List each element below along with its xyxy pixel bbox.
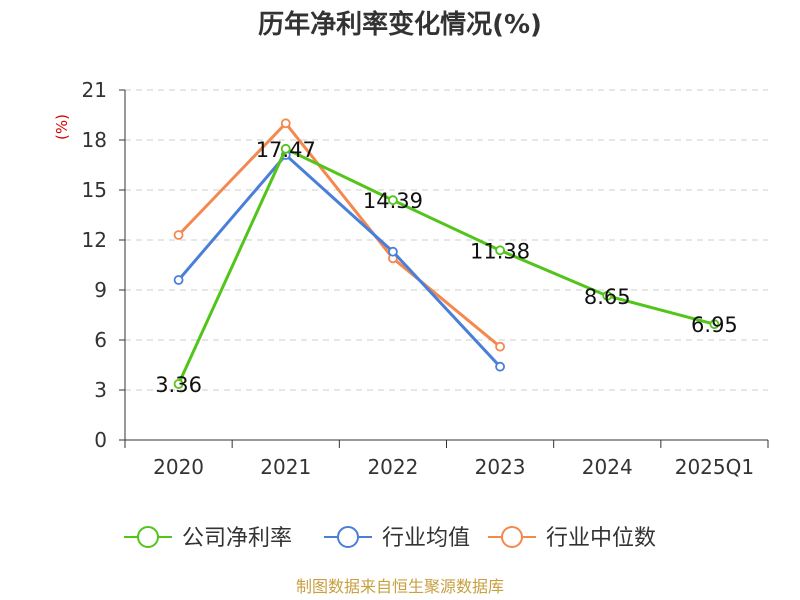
legend-label-0[interactable]: 公司净利率 — [182, 526, 292, 551]
series-line-1 — [177, 153, 502, 368]
axes: 0 3 6 9 12 15 18 21 2020 2021 2022 2023 2024 2025Q1 — [82, 78, 769, 479]
y-tick-label: 21 — [82, 78, 107, 102]
data-label: 11.38 — [470, 239, 530, 263]
data-label: 17.47 — [256, 138, 316, 162]
data-point-s0-0[interactable] — [173, 379, 184, 389]
data-point-s1-0[interactable] — [173, 275, 184, 285]
legend-label-2[interactable]: 行业中位数 — [546, 526, 656, 551]
source-note: 制图数据来自恒生聚源数据库 — [296, 577, 504, 596]
chart-title: 历年净利率变化情况(%) — [258, 9, 542, 40]
y-tick-label: 3 — [94, 378, 107, 402]
gridlines — [125, 89, 768, 391]
y-tick-label: 18 — [82, 128, 107, 152]
data-point-s0-4[interactable] — [602, 290, 613, 301]
x-tick-label: 2020 — [153, 455, 204, 479]
data-label: 3.36 — [155, 373, 202, 397]
legend-marker-1[interactable] — [337, 526, 359, 548]
series-line-0 — [177, 147, 715, 385]
data-point-s0-2[interactable] — [388, 195, 398, 206]
y-tick-label: 6 — [94, 328, 107, 352]
data-point-s1-2[interactable] — [388, 246, 398, 257]
y-axis-unit-label: (%) — [53, 114, 71, 140]
y-tick-label: 0 — [94, 428, 107, 452]
data-point-s0-5[interactable] — [709, 319, 720, 330]
y-tick-label: 12 — [82, 228, 107, 252]
data-point-s2-3[interactable] — [495, 341, 505, 352]
data-point-s0-3[interactable] — [495, 245, 505, 256]
data-point-s2-1[interactable] — [280, 118, 291, 129]
x-tick-label: 2024 — [582, 455, 633, 479]
x-tick-label: 2021 — [260, 455, 311, 479]
data-labels: 3.36 17.47 14.39 11.38 8.65 6.95 — [155, 138, 738, 397]
series-lines — [173, 118, 720, 389]
y-tick-label: 15 — [82, 178, 107, 202]
x-tick-label: 2023 — [475, 455, 526, 479]
data-point-s0-1[interactable] — [280, 143, 291, 154]
data-label: 6.95 — [691, 313, 738, 337]
series-line-2 — [177, 121, 502, 348]
x-tick-label: 2022 — [367, 455, 418, 479]
x-tick-label: 2025Q1 — [675, 455, 754, 479]
y-tick-label: 9 — [94, 278, 107, 302]
legend-marker-2[interactable] — [501, 526, 523, 548]
legend[interactable]: 公司净利率 行业均值 行业中位数 — [124, 526, 656, 551]
legend-marker-0[interactable] — [137, 526, 159, 548]
data-point-s2-0[interactable] — [173, 230, 184, 240]
data-label: 14.39 — [363, 189, 423, 213]
data-label: 8.65 — [584, 285, 631, 309]
data-point-s1-3[interactable] — [495, 361, 505, 372]
legend-label-1[interactable]: 行业均值 — [382, 526, 470, 551]
